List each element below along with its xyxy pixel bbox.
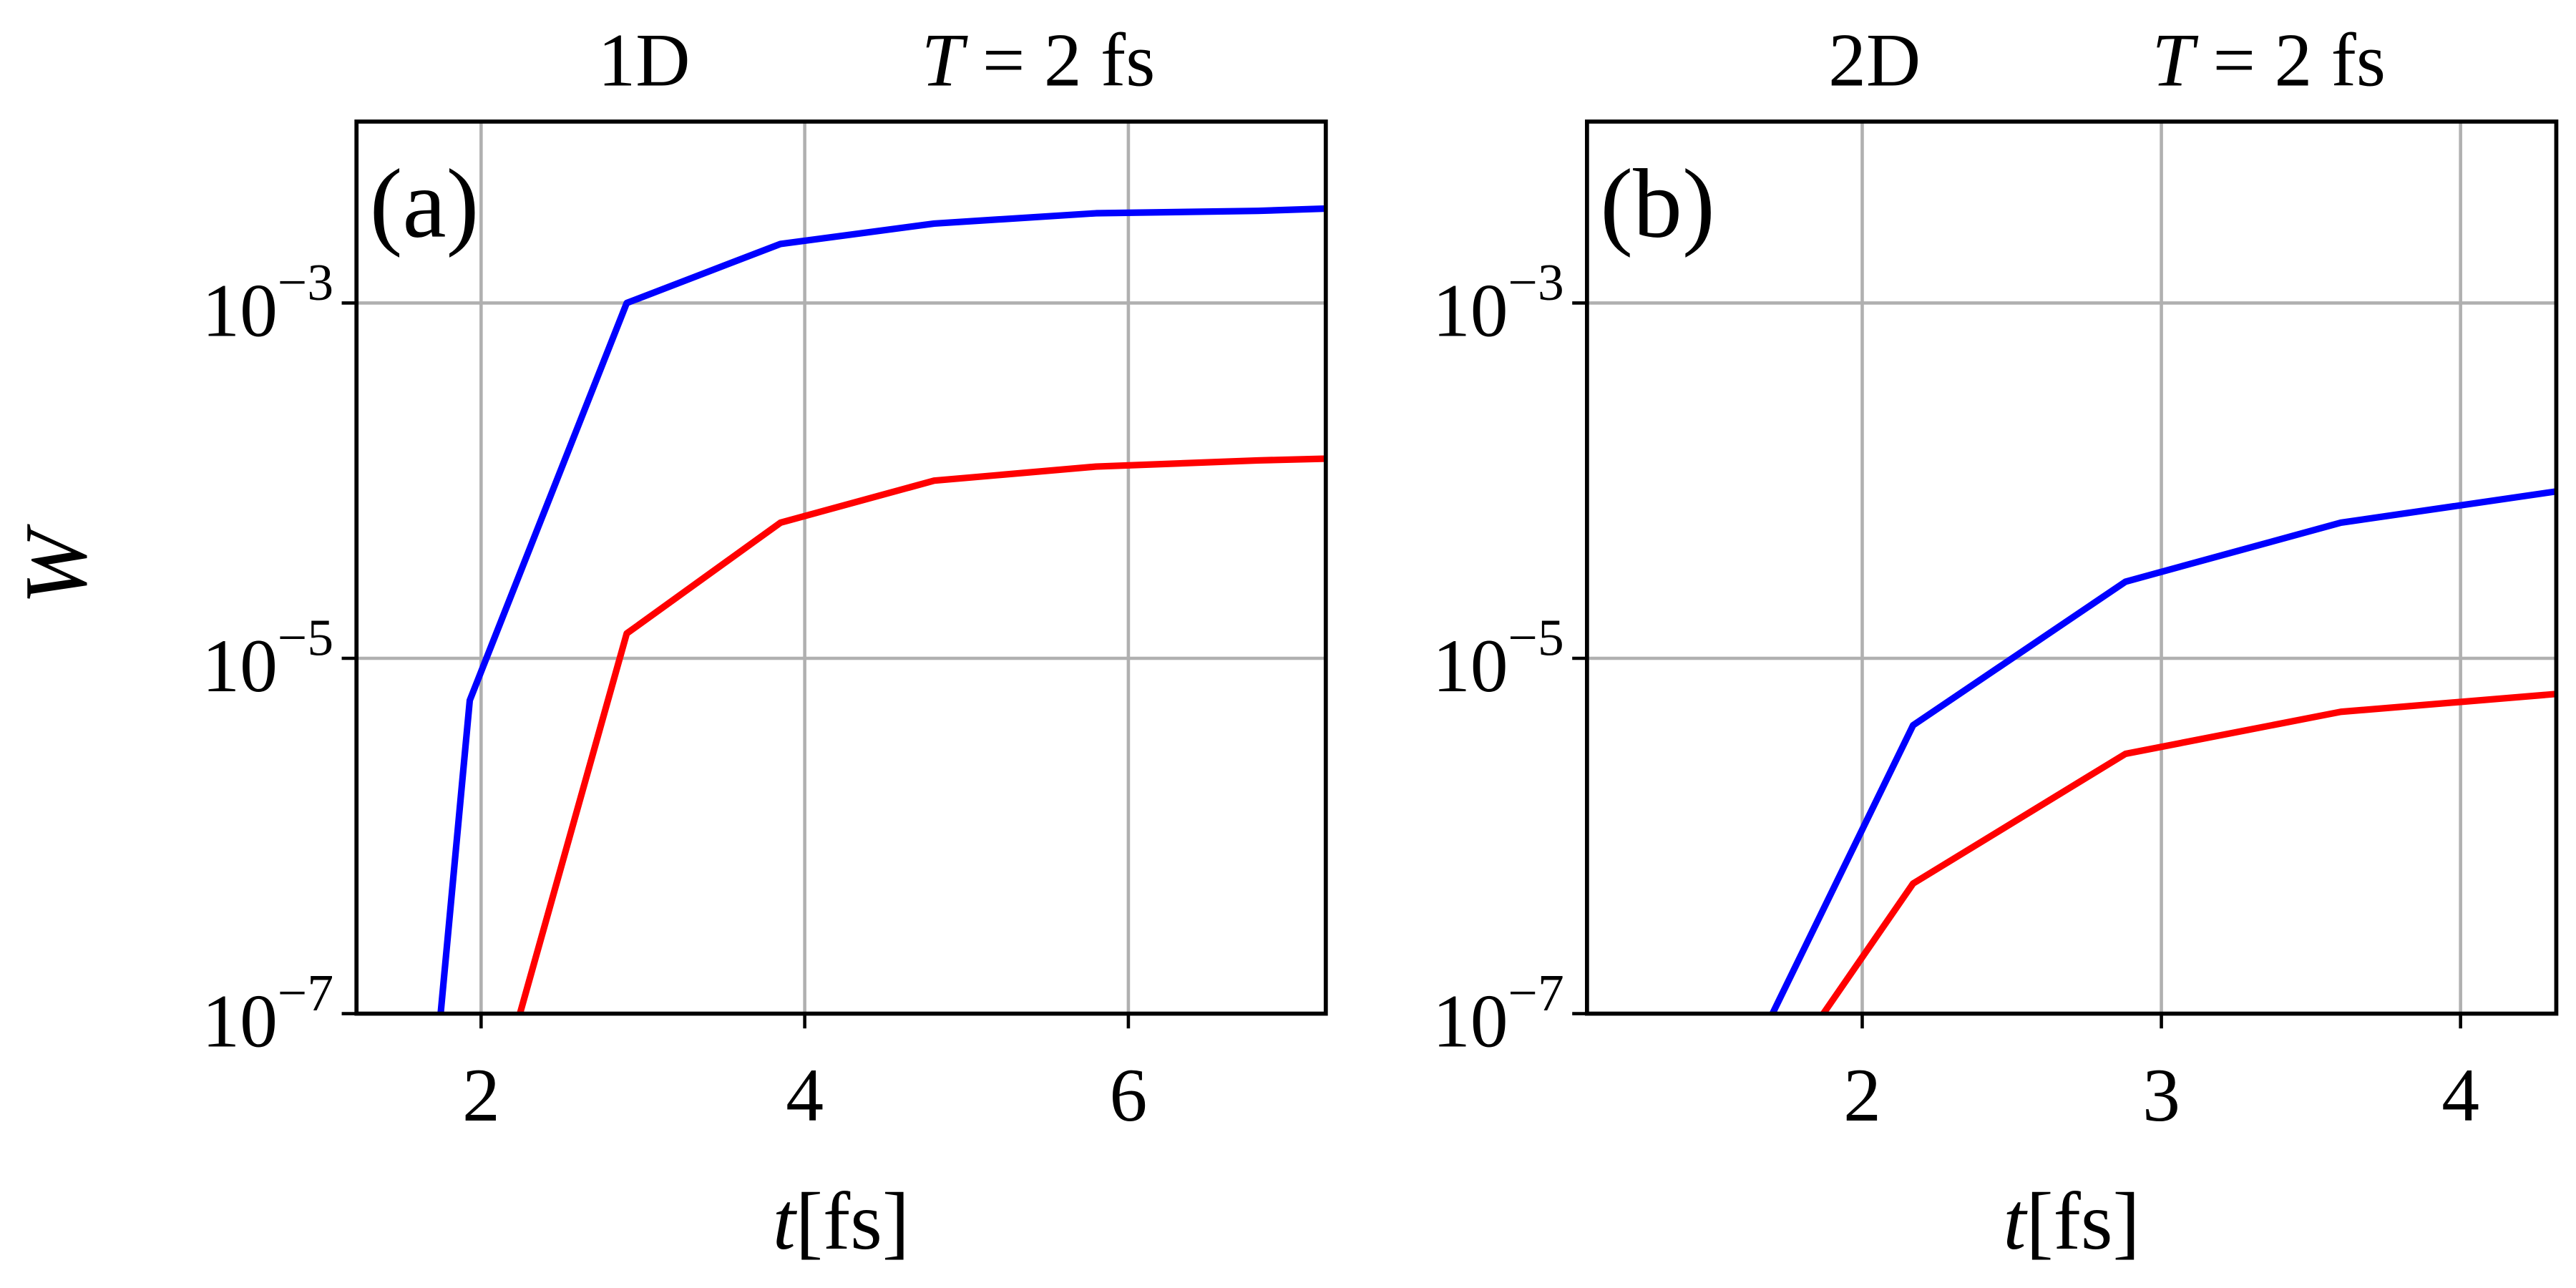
line-series — [517, 455, 1326, 1014]
plot-area — [1769, 488, 2557, 1014]
x-tick-label: 3 — [2142, 1053, 2180, 1137]
x-tick-label: 2 — [462, 1053, 500, 1137]
chart-subtitle: T = 2 fs — [922, 18, 1156, 102]
chart-subtitle: T = 2 fs — [2152, 18, 2386, 102]
axes-frame — [1584, 119, 2559, 1016]
x-axis-label: t[fs] — [2004, 1176, 2140, 1267]
line-series — [1820, 691, 2557, 1014]
x-tick-label: 2 — [1843, 1053, 1881, 1137]
y-tick-label: 10−5 — [1433, 608, 1564, 708]
y-tick-label: 10−7 — [202, 964, 333, 1063]
axes-frame — [354, 119, 1328, 1016]
y-tick-label: 10−5 — [202, 608, 333, 708]
x-tick-label: 4 — [2441, 1053, 2479, 1137]
panel-label: (a) — [370, 149, 479, 258]
x-tick-label: 6 — [1110, 1053, 1148, 1137]
chart-title: 1D — [597, 18, 690, 102]
plot-area — [437, 205, 1326, 1014]
x-axis-label: t[fs] — [773, 1176, 909, 1267]
chart-title: 2D — [1828, 18, 1921, 102]
y-tick-label: 10−7 — [1433, 964, 1564, 1063]
y-tick-label: 10−3 — [1433, 253, 1564, 353]
line-series — [1769, 488, 2557, 1014]
y-tick-label: 10−3 — [202, 253, 333, 353]
x-tick-label: 4 — [786, 1053, 824, 1137]
line-series — [437, 205, 1326, 1014]
y-axis-label: W — [6, 524, 104, 605]
panel-label: (b) — [1600, 149, 1715, 258]
